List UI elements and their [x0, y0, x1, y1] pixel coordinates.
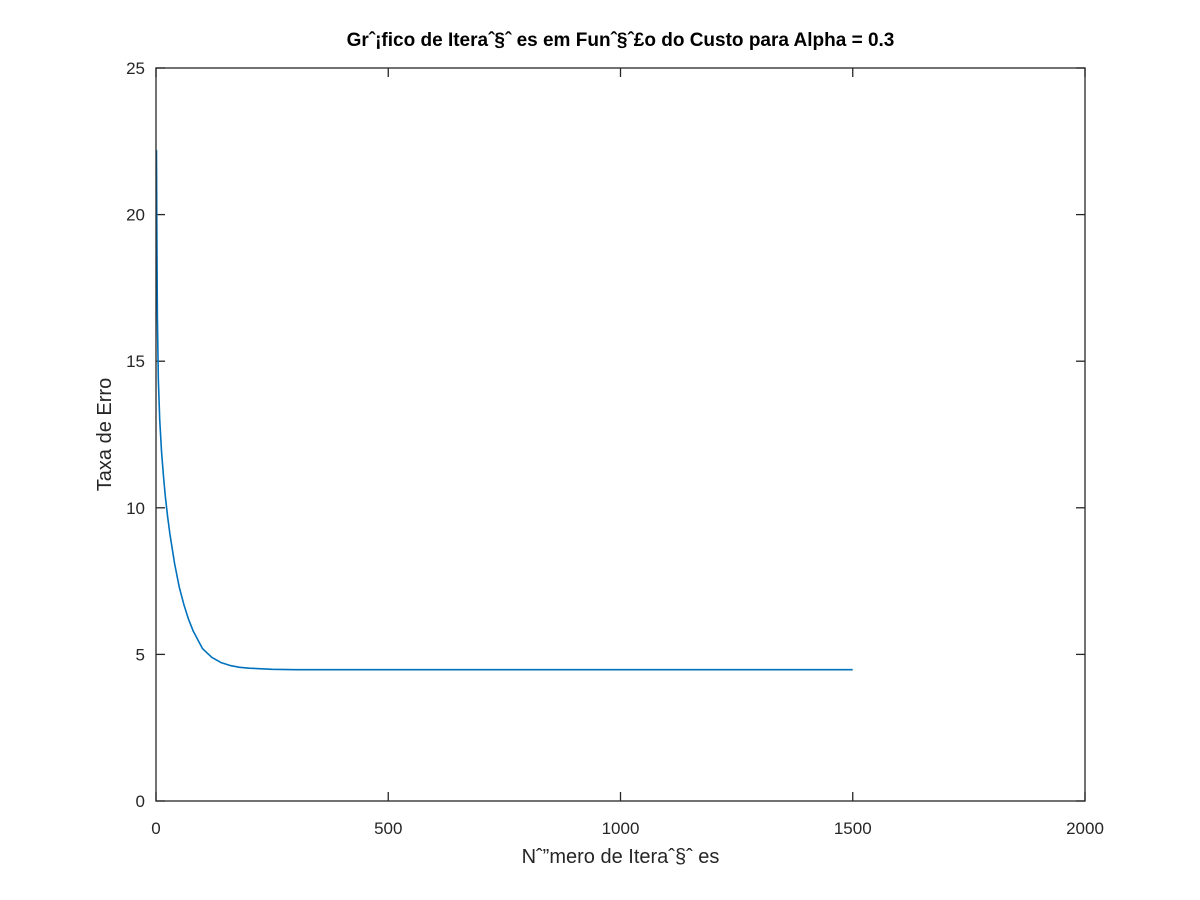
series-line-0 — [155, 150, 853, 671]
x-tick-label: 1000 — [602, 819, 640, 838]
x-tick-label: 500 — [374, 819, 402, 838]
series-group — [155, 150, 853, 671]
chart-title: Grˆ¡fico de Iteraˆ§ˆ es em Funˆ§ˆ£o do C… — [347, 30, 895, 51]
x-tick-label: 0 — [151, 819, 160, 838]
y-tick-label: 0 — [136, 792, 145, 811]
x-axis: 0 500 1000 1500 2000 — [151, 68, 1104, 838]
y-tick-label: 20 — [126, 206, 145, 225]
y-tick-label: 15 — [126, 352, 145, 371]
y-axis-label: Taxa de Erro — [94, 378, 116, 491]
y-axis: 0 5 10 15 20 25 — [126, 59, 1085, 811]
plot-frame — [155, 67, 1086, 802]
x-axis-label: Nˆ”mero de Iteraˆ§ˆ es — [522, 846, 720, 868]
y-tick-label: 10 — [126, 499, 145, 518]
x-tick-label: 1500 — [834, 819, 872, 838]
x-tick-label: 2000 — [1066, 819, 1104, 838]
y-tick-label: 25 — [126, 59, 145, 78]
y-tick-label: 5 — [136, 645, 145, 664]
plot-area — [156, 68, 1085, 801]
